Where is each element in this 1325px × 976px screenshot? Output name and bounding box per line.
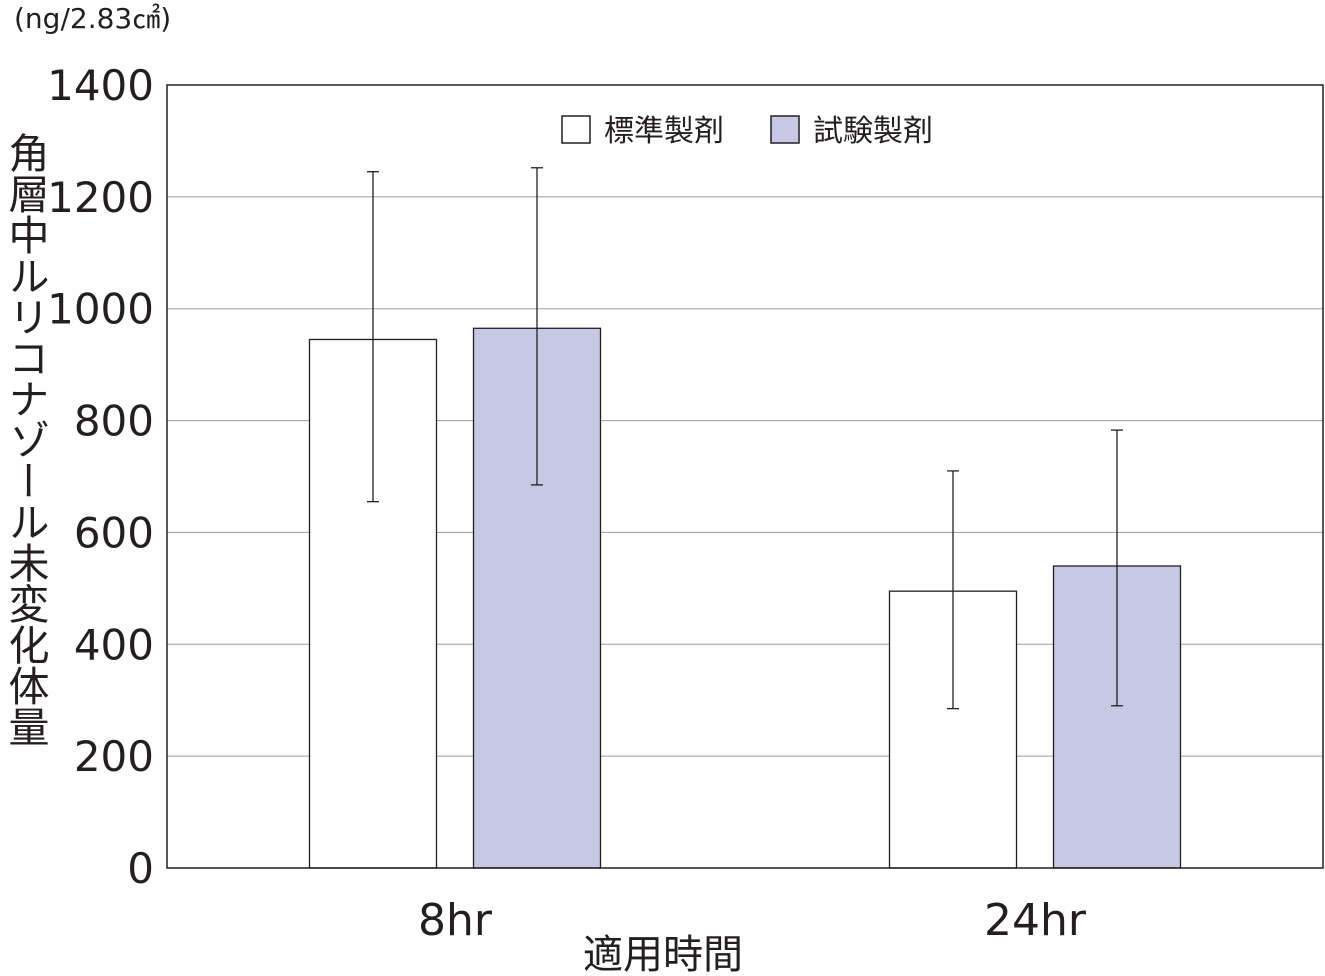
- error-bars: [367, 167, 1123, 710]
- y-tick-label: 0: [127, 844, 154, 893]
- y-tick-label: 400: [74, 620, 154, 669]
- legend-label: 標準製剤: [604, 114, 724, 149]
- y-tick-label: 1400: [47, 61, 154, 110]
- y-tick-labels: 0 200 400 600 800 1000 1200 1400: [47, 61, 154, 893]
- legend-swatch: [561, 115, 591, 144]
- legend-swatch: [770, 115, 800, 144]
- y-tick-label: 800: [74, 397, 154, 446]
- bars: [308, 327, 1182, 869]
- unit-label: (ng/2.83㎠): [14, 2, 171, 35]
- plot-frame: [166, 84, 1324, 869]
- y-tick-label: 1000: [47, 285, 154, 334]
- x-category-label: 24hr: [984, 895, 1087, 946]
- y-axis-title: 角層中ルリコナゾール未変化体量: [1, 132, 49, 747]
- legend-label: 試験製剤: [813, 114, 933, 149]
- y-tick-label: 1200: [47, 173, 154, 222]
- x-axis-title: 適用時間: [583, 932, 743, 976]
- legend: 標準製剤 試験製剤: [561, 114, 933, 149]
- y-tick-label: 600: [74, 508, 154, 557]
- x-category-label: 8hr: [418, 895, 493, 946]
- y-tick-label: 200: [74, 732, 154, 781]
- x-category-labels: 8hr 24hr: [418, 895, 1087, 946]
